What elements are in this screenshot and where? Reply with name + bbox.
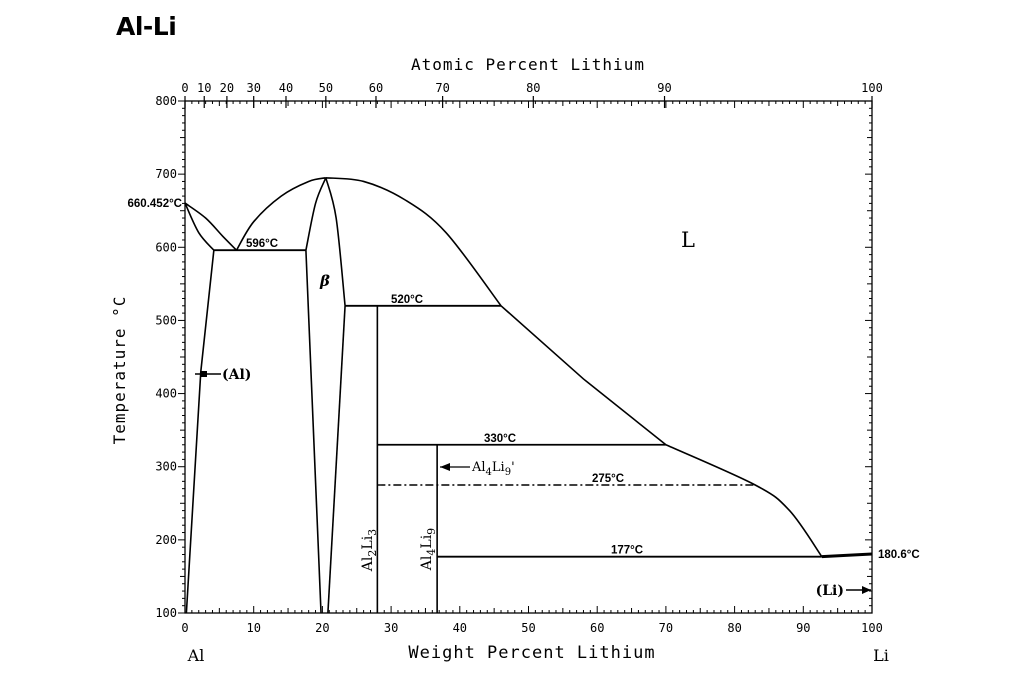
phase-label-li: (Li) [816,583,844,599]
y-tick-label: 700 [155,167,177,181]
x-tick-label: 10 [246,621,260,635]
axis-ticks [178,96,873,614]
invariant-label: 180.6°C [878,549,920,561]
x-tick-label: 20 [315,621,329,635]
phase-label-beta: β [319,272,330,290]
y-tick-label: 600 [155,240,177,254]
phase-boundary [184,202,238,251]
phase-label-al4li9-prime: Al4Li9' [471,460,515,478]
x2-tick-label: 70 [435,81,449,95]
x-tick-label: 0 [181,621,188,635]
annotations: 0 10 20 30 40 50 60 70 80 90 100 0 10 20 30 40 50 60 70 80 9… [110,55,920,665]
phase-boundary [184,202,215,251]
plot-border [184,100,873,614]
x2-tick-label: 100 [861,81,883,95]
chart-title: Al-Li [116,12,177,41]
x2-tick-label: 10 [197,81,211,95]
phase-boundary [185,250,215,614]
x-tick-label: 50 [521,621,535,635]
phase-label-al2li3: Al2Li3 [360,529,379,572]
x-tick-label: 60 [590,621,604,635]
x2-tick-label: 30 [246,81,260,95]
x-tick-label: 80 [727,621,741,635]
invariant-label: 596°C [246,238,278,250]
y-tick-label: 500 [155,313,177,327]
x-tick-label: 100 [861,621,883,635]
x2-tick-label: 50 [319,81,333,95]
y-tick-label: 100 [155,606,177,620]
phase-boundary [821,552,873,559]
y-tick-label: 400 [155,387,177,401]
y-tick-label: 200 [155,533,177,547]
left-end-label: Al [187,646,205,665]
x2-tick-label: 80 [526,81,540,95]
liquidus-curve [665,444,823,558]
x-tick-label: 30 [384,621,398,635]
x2-tick-label: 20 [220,81,234,95]
invariant-label: 330°C [484,433,516,445]
x-axis-label: Weight Percent Lithium [408,643,655,663]
x2-tick-label: 60 [369,81,383,95]
x2-tick-label: 40 [279,81,293,95]
liquidus-curve [500,305,667,446]
phase-label-liquid: L [681,228,695,252]
invariant-label: 177°C [611,545,643,557]
phase-boundaries [184,177,873,614]
x-tick-label: 70 [659,621,673,635]
y-tick-label: 800 [155,94,177,108]
phase-boundary [327,305,346,614]
phase-boundary [325,177,346,306]
x-tick-label: 90 [796,621,810,635]
x-tick-label: 40 [453,621,467,635]
invariant-label: 275°C [592,473,624,485]
y-tick-label: 300 [155,460,177,474]
phase-label-al4li9: Al4Li9 [419,528,438,571]
phase-boundary [235,177,327,251]
invariant-label: 660.452°C [128,198,182,210]
invariant-label: 520°C [391,294,423,306]
right-end-label: Li [873,646,889,665]
phase-label-al: (Al) [222,367,251,383]
x2-tick-label: 0 [181,81,188,95]
x2-axis-label: Atomic Percent Lithium [411,55,645,74]
plot-frame [184,100,873,614]
x2-tick-label: 90 [657,81,671,95]
phase-boundary [305,250,322,614]
liquidus-curve [325,177,502,307]
phase-boundary [305,177,327,251]
y-axis-label: Temperature °C [110,296,129,445]
